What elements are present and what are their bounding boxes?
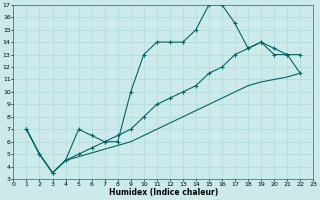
X-axis label: Humidex (Indice chaleur): Humidex (Indice chaleur) bbox=[109, 188, 218, 197]
